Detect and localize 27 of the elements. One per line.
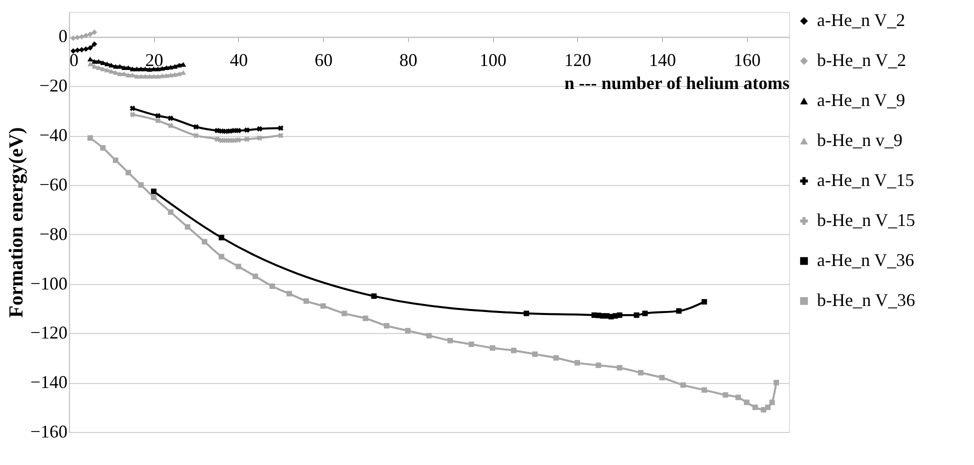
x-tick-label: 40 xyxy=(230,50,248,70)
legend-label: b-He_n V_2 xyxy=(817,50,906,70)
x-tick-label: 100 xyxy=(480,50,507,70)
y-tick-label: −160 xyxy=(30,422,68,442)
x-tick-label: 60 xyxy=(314,50,333,70)
y-tick-label: −20 xyxy=(39,76,68,96)
y-tick-label: −120 xyxy=(30,322,68,343)
x-tick-label: 160 xyxy=(734,50,761,70)
legend-label: b-He_n v_9 xyxy=(817,130,902,150)
x-tick-label: 120 xyxy=(564,50,592,70)
y-tick-label: −40 xyxy=(39,125,68,146)
legend-label: b-He_n V_36 xyxy=(817,290,916,310)
legend-label: a-He_n V_2 xyxy=(817,10,906,30)
y-axis-title: Formation energy(eV) xyxy=(5,127,28,318)
y-tick-label: 0 xyxy=(58,26,68,46)
legend-label: a-He_n V_9 xyxy=(817,90,906,110)
x-axis-title: n --- number of helium atoms xyxy=(564,73,790,94)
y-tick-label: −140 xyxy=(30,372,68,392)
y-tick-label: −80 xyxy=(39,224,68,244)
y-tick-label: −60 xyxy=(39,174,68,194)
x-tick-label: 80 xyxy=(399,50,418,70)
legend-label: a-He_n V_36 xyxy=(817,250,914,270)
y-tick-label: −100 xyxy=(30,273,68,294)
x-tick-label: 140 xyxy=(648,50,676,70)
legend-label: b-He_n V_15 xyxy=(817,210,916,230)
legend-label: a-He_n V_15 xyxy=(817,170,914,190)
x-tick-label: 20 xyxy=(145,50,164,70)
